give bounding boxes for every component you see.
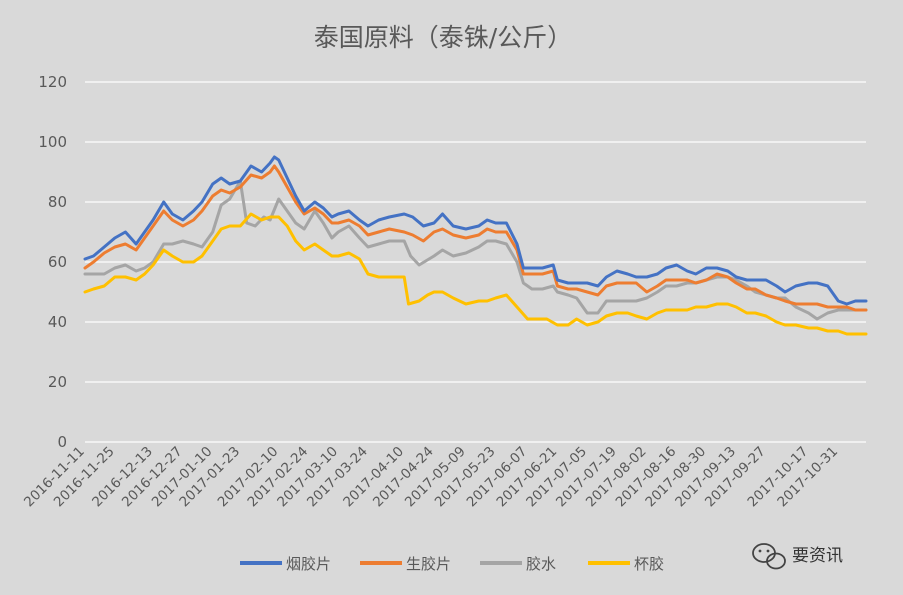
y-tick-label: 80 bbox=[48, 193, 67, 211]
y-tick-label: 0 bbox=[57, 433, 67, 451]
y-tick-label: 40 bbox=[48, 313, 67, 331]
legend-label: 胶水 bbox=[526, 555, 556, 573]
watermark-text: 要资讯 bbox=[792, 546, 843, 566]
legend-label: 杯胶 bbox=[634, 555, 664, 573]
y-axis-ticks: 0 20 40 60 80 100 120 bbox=[38, 73, 67, 451]
y-tick-label: 100 bbox=[38, 133, 67, 151]
wechat-icon bbox=[752, 543, 786, 570]
y-tick-label: 120 bbox=[38, 73, 67, 91]
legend-label: 生胶片 bbox=[406, 555, 451, 573]
y-tick-label: 60 bbox=[48, 253, 67, 271]
y-tick-label: 20 bbox=[48, 373, 67, 391]
legend: 烟胶片 生胶片 胶水 杯胶 bbox=[240, 555, 664, 573]
gridlines bbox=[85, 81, 866, 443]
series-line-0 bbox=[83, 155, 868, 306]
series-line-3 bbox=[83, 212, 868, 336]
watermark: 要资讯 bbox=[752, 543, 843, 570]
plot-series bbox=[83, 155, 868, 336]
series-line-1 bbox=[83, 164, 868, 312]
chart-title: 泰国原料（泰铢/公斤） bbox=[314, 23, 572, 52]
legend-label: 烟胶片 bbox=[286, 555, 331, 573]
x-axis-ticks: 2016-11-112016-11-252016-12-132016-12-27… bbox=[21, 444, 841, 511]
